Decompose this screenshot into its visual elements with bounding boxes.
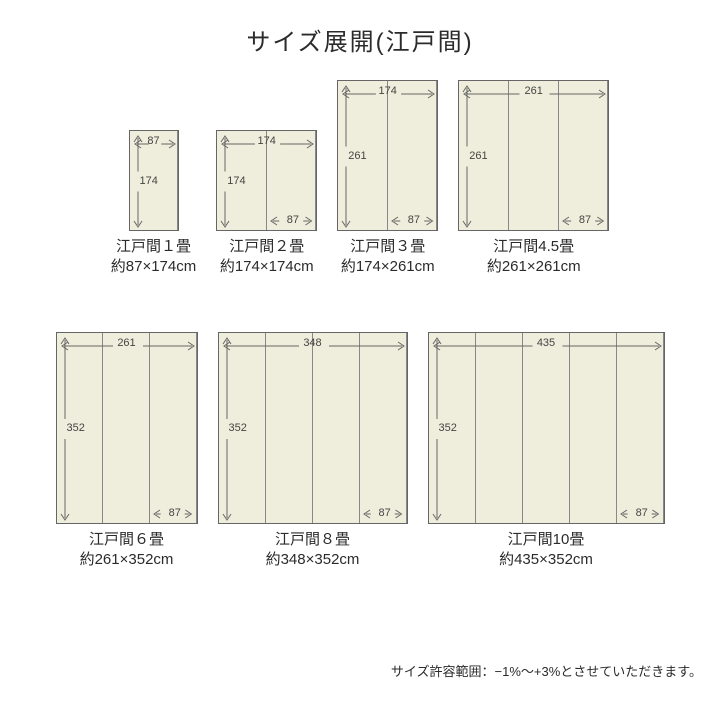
- tatami-mat: 261 261 87: [458, 80, 609, 231]
- size-caption: 江戸間２畳 約174×174cm: [220, 237, 314, 278]
- dim-panel-label: 87: [579, 214, 591, 226]
- size-caption: 江戸間３畳 約174×261cm: [341, 237, 435, 278]
- tatami-panel: [559, 81, 609, 230]
- tatami-panel: [103, 333, 150, 523]
- size-caption: 江戸間4.5畳 約261×261cm: [487, 237, 581, 278]
- size-item-edo3: 174 261 87 江戸間３畳 約174×261cm: [337, 80, 438, 278]
- size-item-edo2: 174 174 87 江戸間２畳 約174×174cm: [216, 130, 317, 278]
- tatami-panel: [150, 333, 197, 523]
- tatami-panel: [509, 81, 559, 230]
- tatami-panel: [266, 333, 313, 523]
- size-caption: 江戸間10畳 約435×352cm: [499, 530, 593, 571]
- tatami-mat: 87 174: [129, 130, 179, 231]
- size-name: 江戸間4.5畳: [487, 237, 581, 257]
- dim-panel-label: 87: [287, 214, 299, 226]
- size-item-edo4_5: 261 261 87 江戸間4.5畳 約261×261cm: [458, 80, 609, 278]
- dim-width-label: 348: [219, 337, 407, 349]
- tatami-mat: 174 261 87: [337, 80, 438, 231]
- dim-height-label: 352: [439, 422, 457, 434]
- size-dims: 約174×174cm: [220, 257, 314, 277]
- tatami-mat: 348 352 87: [218, 332, 408, 524]
- tatami-panel: [617, 333, 664, 523]
- size-item-edo8: 348 352 87 江戸間８畳 約348×352cm: [218, 332, 408, 571]
- row-1: 87 174 江戸間１畳 約87×174cm 174 174 87 江戸間２畳 約17…: [0, 80, 720, 278]
- size-caption: 江戸間８畳 約348×352cm: [266, 530, 360, 571]
- tatami-mat: 261 352 87: [56, 332, 198, 524]
- size-name: 江戸間10畳: [499, 530, 593, 550]
- size-name: 江戸間３畳: [341, 237, 435, 257]
- size-dims: 約261×261cm: [487, 257, 581, 277]
- dim-panel-label: 87: [379, 507, 391, 519]
- size-name: 江戸間１畳: [111, 237, 196, 257]
- footnote: サイズ許容範囲：−1%〜+3%とさせていただきます。: [391, 661, 702, 680]
- dim-height-label: 352: [67, 422, 85, 434]
- size-dims: 約174×261cm: [341, 257, 435, 277]
- size-dims: 約87×174cm: [111, 257, 196, 277]
- size-item-edo10: 435 352 87 江戸間10畳 約435×352cm: [428, 332, 665, 571]
- page-title: サイズ展開(江戸間): [0, 0, 720, 57]
- dim-panel-label: 87: [408, 214, 420, 226]
- tatami-panel: [523, 333, 570, 523]
- dim-width-label: 261: [57, 337, 197, 349]
- size-caption: 江戸間１畳 約87×174cm: [111, 237, 196, 278]
- tatami-mat: 174 174 87: [216, 130, 317, 231]
- tatami-mat: 435 352 87: [428, 332, 665, 524]
- dim-height-label: 174: [227, 175, 245, 187]
- size-dims: 約348×352cm: [266, 550, 360, 570]
- size-name: 江戸間２畳: [220, 237, 314, 257]
- row-2: 261 352 87 江戸間６畳 約261×352cm 348 352 87 江戸間８畳…: [0, 332, 720, 571]
- dim-height-label: 352: [229, 422, 247, 434]
- tatami-panel: [476, 333, 523, 523]
- size-item-edo6: 261 352 87 江戸間６畳 約261×352cm: [56, 332, 198, 571]
- dim-panel-label: 87: [169, 507, 181, 519]
- size-name: 江戸間８畳: [266, 530, 360, 550]
- size-item-edo1: 87 174 江戸間１畳 約87×174cm: [111, 130, 196, 278]
- dim-width-label: 261: [459, 85, 608, 97]
- tatami-panel: [360, 333, 407, 523]
- dim-height-label: 174: [140, 175, 158, 187]
- size-dims: 約435×352cm: [499, 550, 593, 570]
- dim-width-label: 174: [217, 135, 316, 147]
- dim-width-label: 435: [429, 337, 664, 349]
- dim-width-label: 174: [338, 85, 437, 97]
- size-name: 江戸間６畳: [80, 530, 174, 550]
- dim-panel-label: 87: [636, 507, 648, 519]
- tatami-panel: [388, 81, 438, 230]
- dim-width-label: 87: [130, 135, 178, 147]
- size-caption: 江戸間６畳 約261×352cm: [80, 530, 174, 571]
- tatami-panel: [313, 333, 360, 523]
- tatami-panel: [570, 333, 617, 523]
- size-dims: 約261×352cm: [80, 550, 174, 570]
- dim-height-label: 261: [348, 150, 366, 162]
- dim-height-label: 261: [469, 150, 487, 162]
